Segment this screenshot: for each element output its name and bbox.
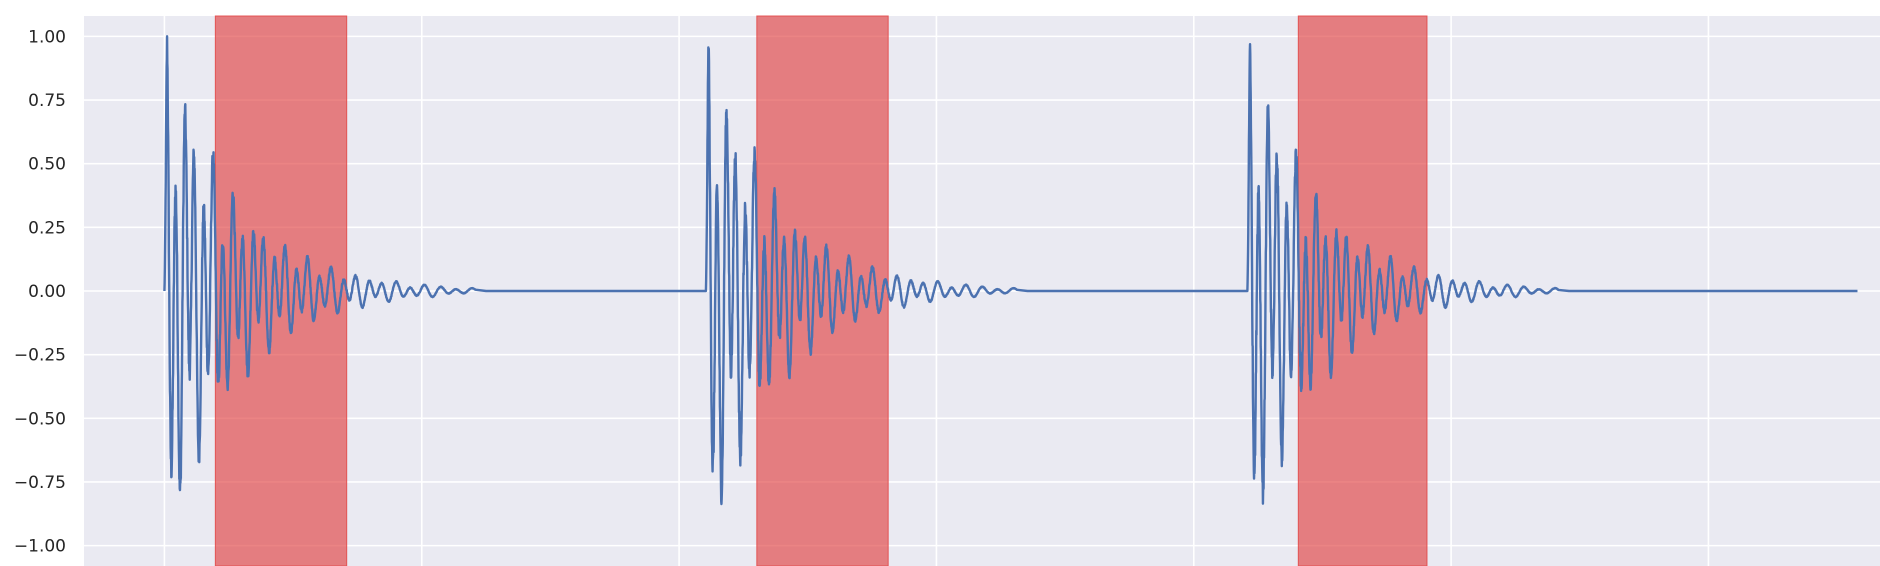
- waveform-line: [163, 35, 1858, 506]
- y-tick-label: 0.50: [28, 155, 66, 175]
- y-tick-label: −0.50: [14, 409, 66, 429]
- y-tick-label: −0.75: [14, 473, 66, 493]
- y-tick-label: −0.25: [14, 346, 66, 366]
- y-tick-label: 0.00: [28, 282, 66, 302]
- y-tick-label: −1.00: [14, 537, 66, 557]
- highlight-region: [1297, 15, 1428, 566]
- series-lines: [163, 35, 1858, 506]
- y-tick-label: 0.25: [28, 218, 66, 238]
- y-tick-labels: 1.00 0.75 0.50 0.25 0.00 −0.25 −0.50 −0.75 −1.00: [14, 27, 66, 556]
- y-tick-label: 1.00: [28, 27, 66, 47]
- y-tick-label: 0.75: [28, 91, 66, 111]
- grid: [84, 16, 1880, 566]
